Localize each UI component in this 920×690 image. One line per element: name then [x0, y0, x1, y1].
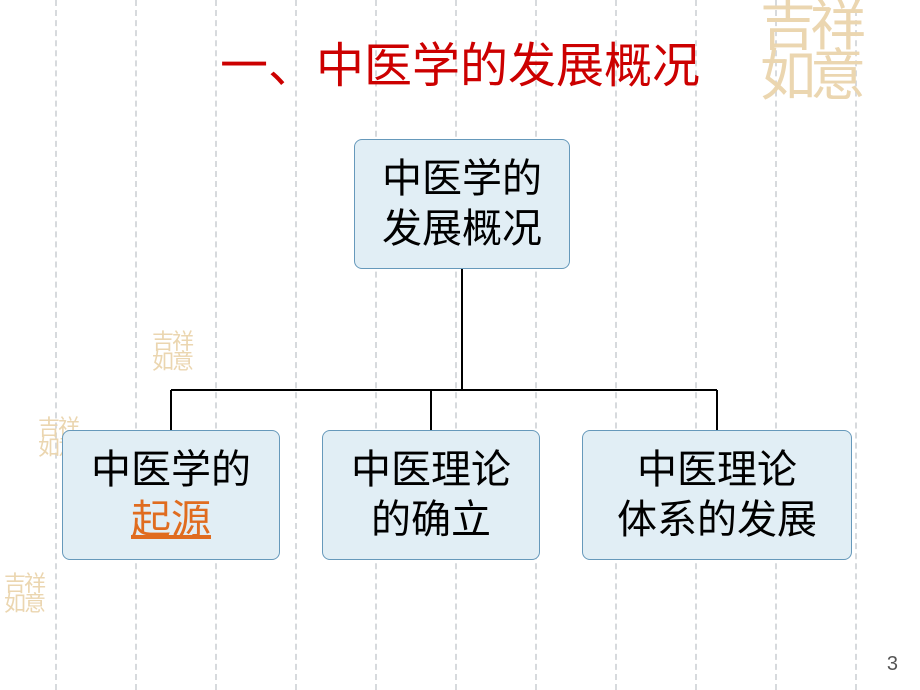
node-develop-line2: 体系的发展 [617, 497, 817, 542]
node-establish-line2: 的确立 [371, 497, 491, 542]
page-number: 3 [887, 653, 898, 676]
node-develop: 中医理论 体系的发展 [582, 430, 852, 560]
slide-content: 一、中医学的发展概况 中医学的 发展概况 中医学的 起源 中医理论 的确立 中医… [0, 0, 920, 690]
node-origin-highlight: 起源 [131, 497, 211, 542]
node-origin-line1: 中医学的 [91, 447, 251, 492]
node-root-line1: 中医学的 [382, 156, 542, 201]
slide-title: 一、中医学的发展概况 [0, 26, 920, 96]
node-establish: 中医理论 的确立 [322, 430, 540, 560]
node-develop-line1: 中医理论 [637, 447, 797, 492]
tree-connectors [0, 0, 920, 690]
node-origin: 中医学的 起源 [62, 430, 280, 560]
node-root: 中医学的 发展概况 [354, 139, 570, 269]
node-root-line2: 发展概况 [382, 206, 542, 251]
node-establish-line1: 中医理论 [351, 447, 511, 492]
